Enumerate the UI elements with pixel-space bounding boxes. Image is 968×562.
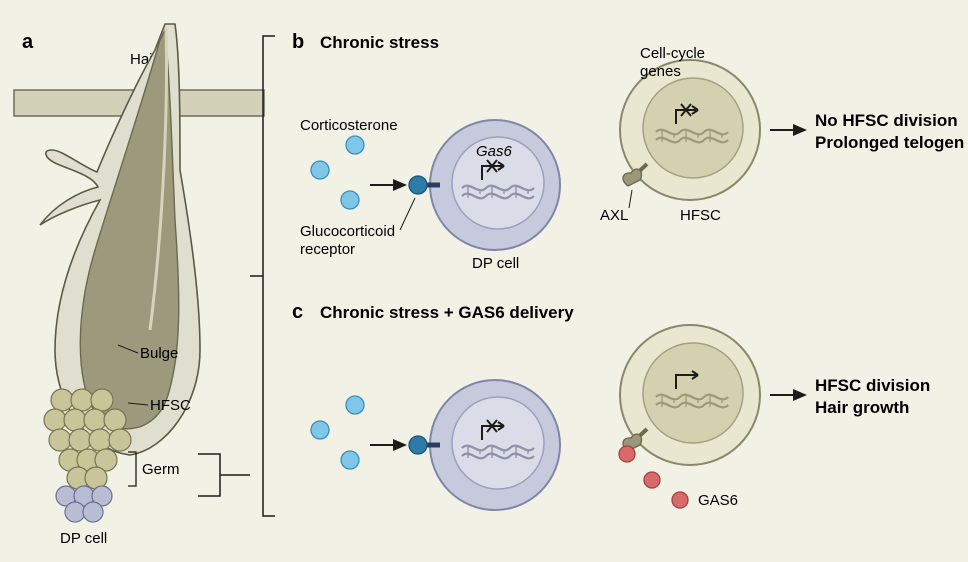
c-out-1: HFSC division	[815, 376, 930, 395]
panel-a-label: a	[22, 31, 34, 53]
corticosterone-label: Corticosterone	[300, 117, 398, 134]
gcr-label-1: Glucocorticoid	[300, 223, 395, 240]
hfsc-label-b: HFSC	[680, 207, 721, 224]
panel-b-label: b	[292, 31, 304, 53]
hfsc-cell-b	[620, 60, 760, 200]
panel-c-label: c	[292, 301, 303, 323]
b-out-1: No HFSC division	[815, 111, 958, 130]
b-out-2: Prolonged telogen	[815, 133, 964, 152]
c-out-2: Hair growth	[815, 398, 909, 417]
dpcell-label: DP cell	[472, 255, 519, 272]
gas6-gene-label: Gas6	[476, 143, 513, 160]
gcr-label-2: receptor	[300, 241, 355, 258]
germ-label: Germ	[142, 461, 180, 478]
ccg-label-1: Cell-cycle	[640, 45, 705, 62]
ccg-label-2: genes	[640, 63, 681, 80]
hfsc-label: HFSC	[150, 397, 191, 414]
panel-c-title: Chronic stress + GAS6 delivery	[320, 303, 574, 322]
dp-label: DP cell	[60, 530, 107, 547]
gas6-bound	[619, 446, 635, 462]
gas6-label: GAS6	[698, 492, 738, 509]
axl-label: AXL	[600, 207, 628, 224]
bulge-label: Bulge	[140, 345, 178, 362]
hfsc-cell-c	[619, 325, 760, 465]
panel-b-title: Chronic stress	[320, 33, 439, 52]
receptor-head	[409, 176, 427, 194]
